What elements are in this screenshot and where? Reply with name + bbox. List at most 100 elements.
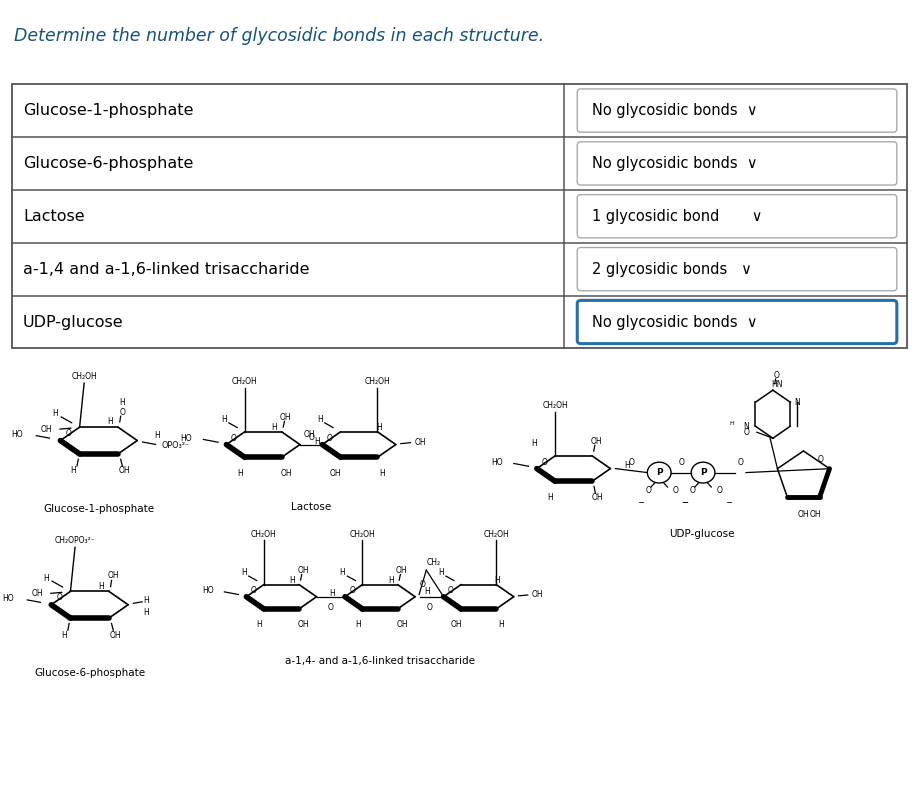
Text: H: H — [107, 417, 113, 426]
Text: O: O — [645, 485, 651, 495]
Text: O: O — [349, 586, 355, 595]
Text: H: H — [289, 576, 295, 585]
Text: Determine the number of glycosidic bonds in each structure.: Determine the number of glycosidic bonds… — [14, 27, 544, 45]
Text: OH: OH — [415, 437, 426, 447]
Text: H: H — [330, 589, 335, 598]
Text: No glycosidic bonds  ∨: No glycosidic bonds ∨ — [592, 103, 758, 118]
Text: P: P — [700, 468, 706, 477]
Text: Lactose: Lactose — [23, 209, 84, 223]
Text: OPO₃²⁻: OPO₃²⁻ — [161, 441, 190, 450]
Text: OH: OH — [41, 425, 52, 434]
Text: a-1,4- and a-1,6-linked trisaccharide: a-1,4- and a-1,6-linked trisaccharide — [285, 656, 475, 666]
Text: CH₂OH: CH₂OH — [251, 529, 277, 538]
Text: O: O — [65, 429, 71, 438]
Text: H: H — [144, 607, 149, 617]
Text: OH: OH — [451, 620, 462, 629]
Text: H: H — [376, 423, 382, 432]
Text: O: O — [541, 457, 547, 466]
Text: 2 glycosidic bonds   ∨: 2 glycosidic bonds ∨ — [592, 262, 752, 276]
Text: No glycosidic bonds  ∨: No glycosidic bonds ∨ — [592, 156, 758, 171]
FancyBboxPatch shape — [577, 142, 897, 185]
Text: OH: OH — [280, 413, 291, 422]
Text: H: H — [221, 415, 227, 425]
Text: H: H — [98, 582, 104, 590]
Text: CH₂OH: CH₂OH — [350, 529, 376, 538]
Text: OH: OH — [330, 469, 342, 478]
Text: OH: OH — [297, 566, 309, 575]
Text: UDP-glucose: UDP-glucose — [23, 315, 124, 329]
Text: Lactose: Lactose — [291, 502, 332, 513]
Text: H: H — [272, 423, 278, 432]
Text: O: O — [420, 580, 426, 589]
FancyBboxPatch shape — [577, 300, 897, 344]
Text: H: H — [44, 574, 49, 582]
Text: OH: OH — [531, 590, 543, 598]
Text: OH: OH — [110, 630, 121, 640]
Text: OH: OH — [590, 437, 602, 446]
Text: 1 glycosidic bond       ∨: 1 glycosidic bond ∨ — [592, 209, 762, 223]
Text: No glycosidic bonds  ∨: No glycosidic bonds ∨ — [592, 315, 758, 329]
Text: H: H — [154, 431, 159, 441]
Text: O: O — [308, 433, 314, 441]
Text: HO: HO — [180, 433, 192, 442]
Text: −: − — [725, 498, 732, 508]
Text: HO: HO — [3, 594, 14, 603]
Text: −: − — [682, 498, 688, 508]
Text: OH: OH — [798, 510, 810, 520]
Text: H: H — [119, 398, 125, 408]
Text: N: N — [744, 421, 749, 431]
Text: H: H — [256, 620, 262, 629]
Text: OH: OH — [397, 620, 409, 629]
Text: O: O — [678, 458, 684, 468]
Text: OH: OH — [107, 571, 119, 580]
Text: UDP-glucose: UDP-glucose — [669, 529, 735, 539]
Text: H: H — [438, 569, 444, 578]
Text: O: O — [628, 458, 634, 468]
Text: HO: HO — [12, 430, 23, 439]
Text: CH₂OH: CH₂OH — [484, 529, 509, 538]
Text: O: O — [56, 594, 62, 602]
Text: O: O — [689, 485, 695, 495]
Text: HO: HO — [202, 586, 213, 595]
Text: H: H — [729, 421, 734, 425]
Text: H: H — [495, 576, 500, 585]
Text: O: O — [427, 603, 432, 612]
Text: H: H — [61, 630, 67, 640]
Text: CH₂OPO₃²⁻: CH₂OPO₃²⁻ — [55, 537, 95, 545]
Text: O: O — [448, 586, 453, 595]
Text: CH₂OH: CH₂OH — [365, 376, 390, 386]
Text: H: H — [340, 569, 345, 578]
Text: H: H — [531, 439, 537, 449]
Text: O: O — [744, 428, 749, 437]
Text: OH: OH — [591, 493, 603, 502]
Text: a-1,4 and a-1,6-linked trisaccharide: a-1,4 and a-1,6-linked trisaccharide — [23, 262, 310, 276]
Text: OH: OH — [809, 510, 821, 520]
Text: H: H — [241, 569, 246, 578]
Text: Glucose-6-phosphate: Glucose-6-phosphate — [23, 156, 193, 171]
Text: H: H — [387, 576, 394, 585]
Text: P: P — [656, 468, 662, 477]
Text: HN: HN — [771, 380, 783, 389]
Text: Glucose-1-phosphate: Glucose-1-phosphate — [23, 103, 193, 118]
Text: O: O — [231, 433, 237, 442]
Text: CH₂: CH₂ — [427, 557, 441, 567]
Text: O: O — [817, 455, 823, 465]
Text: Glucose-6-phosphate: Glucose-6-phosphate — [34, 668, 146, 678]
Text: Glucose-1-phosphate: Glucose-1-phosphate — [43, 504, 155, 513]
Text: H: H — [548, 493, 553, 502]
Text: H: H — [237, 469, 243, 478]
FancyBboxPatch shape — [577, 248, 897, 291]
FancyBboxPatch shape — [577, 195, 897, 238]
Text: O: O — [119, 408, 125, 417]
Bar — [12, 84, 907, 348]
Text: OH: OH — [32, 590, 43, 598]
Text: CH₂OH: CH₂OH — [232, 376, 257, 386]
Text: O: O — [716, 485, 723, 495]
Text: OH: OH — [304, 430, 316, 439]
Text: HO: HO — [491, 457, 503, 466]
Text: OH: OH — [119, 466, 130, 476]
Text: H: H — [317, 415, 322, 425]
Text: H: H — [314, 437, 321, 445]
Text: O: O — [251, 586, 256, 595]
Text: H: H — [71, 466, 76, 476]
